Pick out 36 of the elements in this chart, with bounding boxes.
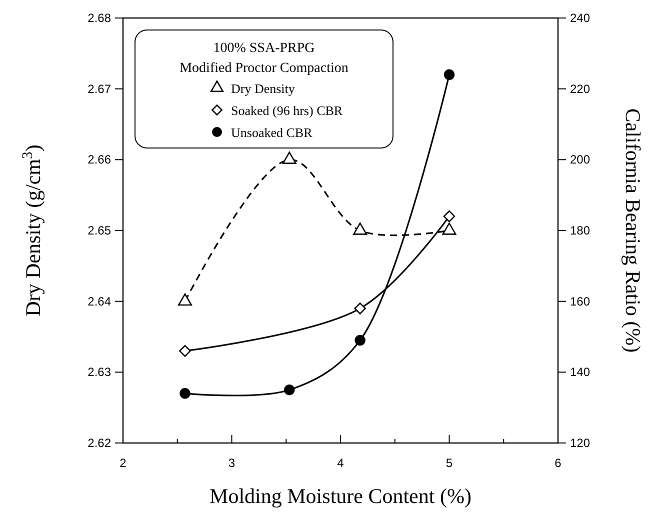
y2-tick-label: 200 [570, 152, 590, 167]
y2-tick-label: 180 [570, 224, 590, 238]
y-tick-label: 2.68 [88, 11, 112, 25]
point [442, 222, 456, 235]
y2-tick-label: 160 [570, 294, 590, 308]
legend-label: Unsoaked CBR [231, 125, 313, 140]
y2-tick-label: 120 [570, 436, 590, 450]
point [443, 210, 456, 222]
y2-tick-label: 240 [570, 11, 590, 25]
legend-label: Soaked (96 hrs) CBR [231, 103, 343, 118]
x-tick-label: 5 [446, 456, 453, 470]
legend-label: Dry Density [231, 81, 296, 96]
x-tick-label: 6 [554, 456, 562, 470]
point [179, 345, 191, 357]
point [180, 388, 190, 399]
point [353, 222, 368, 235]
x-tick-label: 2 [120, 456, 127, 470]
y2-tick-label: 220 [570, 82, 590, 96]
point [354, 302, 366, 314]
point [354, 334, 366, 346]
y2-axis-title: California Bearing Ratio (%) [621, 108, 645, 353]
x-tick-label: 3 [228, 456, 236, 470]
legend-title: 100% SSA-PRPG Modified Proctor Compaction [180, 41, 348, 76]
point [444, 69, 455, 80]
x-axis-title: Molding Moisture Content (%) [210, 484, 472, 508]
y-tick-label: 2.65 [88, 224, 112, 238]
y-tick-label: 2.67 [88, 82, 112, 96]
x-tick-label: 4 [337, 456, 344, 470]
y-tick-label: 2.66 [88, 152, 112, 167]
point [284, 384, 295, 396]
y-tick-label: 2.62 [88, 436, 112, 450]
y2-tick-label: 140 [570, 365, 590, 380]
y-tick-label: 2.64 [88, 294, 112, 308]
point [282, 152, 296, 164]
point [178, 293, 192, 306]
y-tick-label: 2.63 [88, 365, 112, 380]
